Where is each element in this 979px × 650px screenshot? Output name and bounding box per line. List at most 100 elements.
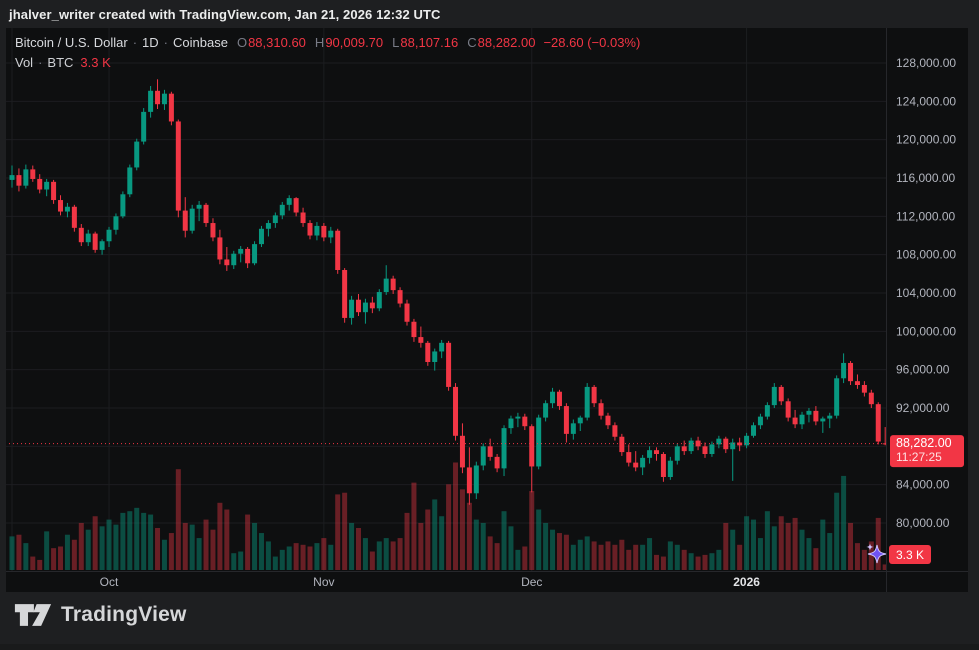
- volume-bar: [446, 484, 452, 570]
- attribution-text: jhalver_writer created with TradingView.…: [9, 7, 441, 22]
- candle-body: [189, 208, 195, 231]
- candle-body: [633, 462, 639, 468]
- volume-bar: [723, 522, 729, 570]
- volume-bar: [328, 544, 334, 570]
- volume-bar: [106, 519, 112, 570]
- change-value: −28.60 (−0.03%): [543, 35, 641, 50]
- volume-bar: [820, 519, 826, 570]
- candle-body: [155, 90, 161, 105]
- separator-dot: ·: [38, 55, 43, 70]
- candle-body: [78, 227, 84, 243]
- volume-bar: [515, 549, 521, 570]
- volume-bar: [224, 509, 230, 570]
- volume-bar: [633, 544, 639, 570]
- candle-body: [709, 444, 715, 454]
- price-tick-label: 104,000.00: [896, 286, 956, 300]
- volume-bar: [286, 546, 292, 570]
- ohlc-high-key: H: [314, 35, 325, 50]
- volume-bar: [418, 522, 424, 570]
- footer: TradingView: [0, 592, 979, 644]
- volume-bar: [647, 538, 653, 570]
- volume-bar: [44, 531, 50, 570]
- tradingview-logo[interactable]: TradingView: [14, 600, 187, 630]
- candle-body: [314, 225, 320, 236]
- volume-label: Vol: [15, 55, 34, 70]
- price-tick-label: 100,000.00: [896, 324, 956, 338]
- candle-body: [660, 453, 666, 477]
- candle-body: [376, 292, 382, 309]
- candle-body: [182, 210, 188, 231]
- volume-bar: [875, 517, 881, 570]
- candle-body: [356, 299, 361, 313]
- candle-body: [612, 425, 618, 437]
- candle-body: [404, 303, 410, 322]
- candle-body: [577, 417, 583, 424]
- ohlc-low-key: L: [392, 35, 400, 50]
- volume-bar: [307, 546, 313, 570]
- volume-bar: [667, 541, 673, 570]
- candle-body: [175, 121, 181, 211]
- volume-badge: 3.3 K: [889, 545, 931, 564]
- candle-body: [453, 386, 459, 436]
- volume-bar: [182, 522, 188, 570]
- volume-bar: [203, 519, 209, 570]
- candle-body: [238, 248, 244, 254]
- candle-body: [480, 446, 486, 466]
- volume-bar: [813, 548, 819, 570]
- volume-bar: [335, 494, 341, 570]
- price-chart[interactable]: 128,000.00 124,000.00 120,000.00 116,000.00…: [6, 28, 968, 592]
- bottom-strip: [0, 644, 979, 650]
- volume-bar: [99, 526, 105, 570]
- candle-body: [716, 438, 722, 445]
- candle-body: [771, 386, 777, 406]
- candle-body: [307, 223, 313, 236]
- candle-body: [99, 241, 105, 250]
- volume-bar: [210, 529, 216, 570]
- volume-bar: [231, 553, 237, 570]
- volume-bar: [543, 522, 549, 570]
- candle-body: [134, 141, 140, 168]
- price-tick-label: 92,000.00: [896, 401, 950, 415]
- price-tick-label: 108,000.00: [896, 248, 956, 262]
- volume-bar: [868, 541, 874, 570]
- price-tick-label: 116,000.00: [896, 171, 955, 185]
- candle-body: [362, 302, 368, 313]
- volume-bar: [279, 549, 285, 570]
- candle-body: [757, 416, 763, 426]
- candle-body: [619, 436, 625, 453]
- volume-bar: [113, 524, 119, 570]
- candle-body: [799, 414, 805, 425]
- time-axis[interactable]: Oct Nov Dec 2026: [100, 575, 761, 589]
- volume-bar: [494, 543, 500, 570]
- exchange-label: Coinbase: [173, 35, 228, 50]
- candle-body: [536, 417, 542, 467]
- candle-body: [626, 452, 632, 463]
- price-tick-label: 112,000.00: [896, 209, 955, 223]
- volume-bar: [556, 533, 562, 570]
- volume-bar: [854, 543, 860, 570]
- volume-bar: [792, 517, 798, 570]
- ohlc-open-value: 88,310.60: [248, 35, 306, 50]
- volume-bar: [252, 522, 258, 570]
- candle-body: [543, 403, 549, 418]
- volume-bar: [612, 544, 618, 570]
- price-axis[interactable]: 128,000.00 124,000.00 120,000.00 116,000.00…: [896, 56, 956, 530]
- volume-bar: [674, 544, 680, 570]
- volume-bar: [848, 522, 854, 570]
- candle-body: [390, 278, 396, 291]
- candle-body: [515, 416, 521, 419]
- candle-body: [328, 230, 334, 238]
- price-tick-label: 84,000.00: [896, 478, 950, 492]
- candle-body: [210, 223, 216, 238]
- candle-body: [598, 403, 604, 416]
- candle-body: [813, 410, 819, 422]
- volume-bar: [58, 546, 64, 570]
- time-tick-label: 2026: [733, 575, 760, 589]
- candle-body: [71, 206, 77, 228]
- candle-body: [522, 416, 528, 427]
- price-tick-label: 124,000.00: [896, 94, 956, 108]
- candle-body: [841, 362, 847, 379]
- volume-bar: [383, 538, 389, 570]
